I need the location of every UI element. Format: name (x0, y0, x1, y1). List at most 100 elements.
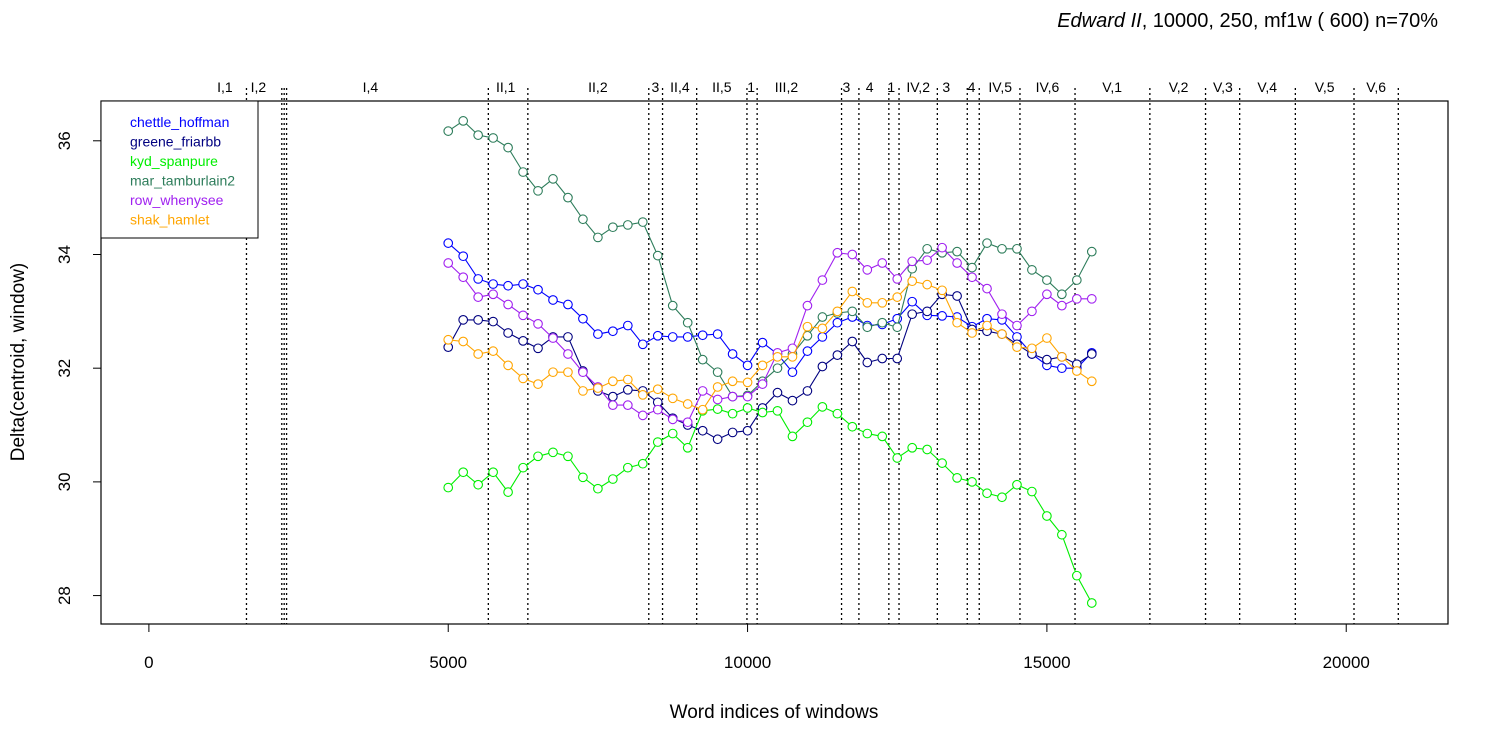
data-point (443, 258, 454, 268)
data-point (892, 274, 903, 284)
scene-label: IV,2 (906, 79, 930, 95)
scene-label: 1 (887, 79, 895, 95)
data-point (533, 185, 543, 196)
x-tick-label: 20000 (1323, 653, 1370, 672)
data-point (682, 399, 693, 409)
series-row-whenysee (443, 242, 1097, 428)
data-point (667, 393, 678, 404)
data-point (922, 306, 933, 317)
scene-label: II,4 (670, 79, 690, 95)
data-point (637, 410, 648, 421)
y-tick-label: 34 (55, 245, 74, 264)
data-point (997, 243, 1007, 254)
data-point (488, 289, 498, 300)
data-point (667, 428, 678, 439)
data-point (982, 488, 992, 499)
y-axis: 28 30 32 34 36 (55, 131, 102, 605)
series-layer (443, 116, 1097, 608)
data-point (488, 467, 498, 478)
scene-label: 3 (651, 79, 659, 95)
data-point (907, 309, 918, 320)
legend-entry: mar_tamburlain2 (130, 173, 235, 189)
chart-title-rest: , 10000, 250, mf1w ( 600) n=70% (1142, 10, 1439, 32)
data-point (802, 386, 813, 396)
legend-entry: greene_friarbb (130, 134, 221, 150)
data-point (742, 377, 753, 388)
data-point (608, 222, 618, 233)
data-point (682, 332, 693, 342)
data-point (578, 386, 588, 396)
series-shak-hamlet (443, 276, 1097, 415)
data-point (548, 174, 558, 184)
data-point (637, 458, 648, 469)
data-point (503, 280, 513, 291)
data-point (712, 434, 723, 445)
data-point (548, 333, 558, 343)
data-point (757, 379, 768, 389)
data-point (727, 427, 738, 438)
y-tick-label: 32 (55, 359, 74, 378)
data-point (772, 351, 783, 362)
data-point (952, 258, 962, 268)
data-point (458, 467, 469, 478)
scene-label: 1 (747, 79, 755, 95)
data-point (832, 306, 843, 317)
data-point (727, 391, 738, 402)
data-point (727, 349, 738, 359)
data-point (1071, 293, 1082, 304)
x-axis-label: Word indices of windows (670, 702, 879, 723)
scene-label: V,3 (1213, 79, 1233, 95)
data-point (622, 320, 633, 331)
data-point (922, 279, 933, 290)
data-point (802, 321, 813, 332)
scene-label: II,2 (588, 79, 608, 95)
data-point (862, 357, 873, 368)
y-tick-label: 36 (55, 131, 74, 150)
data-point (473, 479, 484, 490)
data-point (1057, 289, 1067, 300)
data-point (682, 442, 693, 453)
data-point (832, 317, 843, 328)
data-point (967, 272, 977, 283)
data-point (622, 400, 633, 410)
data-point (997, 329, 1007, 339)
data-point (608, 400, 618, 410)
data-point (458, 116, 469, 126)
data-point (652, 250, 663, 261)
data-point (503, 142, 513, 153)
data-point (473, 292, 484, 302)
data-point (952, 246, 962, 257)
y-tick-label: 30 (55, 472, 74, 491)
data-point (458, 251, 469, 262)
data-point (847, 421, 858, 432)
series-line (447, 246, 1092, 423)
legend-entry: chettle_hoffman (130, 114, 229, 130)
series-mar-tamburlain2 (443, 116, 1097, 402)
data-point (518, 336, 528, 346)
data-point (922, 444, 933, 455)
data-point (757, 407, 768, 418)
data-point (907, 296, 918, 307)
data-point (892, 292, 903, 302)
data-point (697, 386, 708, 396)
data-point (1012, 320, 1022, 331)
data-point (578, 214, 588, 225)
data-point (862, 264, 873, 275)
data-point (533, 451, 543, 462)
data-point (727, 408, 738, 419)
data-point (817, 312, 828, 322)
data-point (802, 417, 813, 428)
data-point (443, 334, 454, 345)
data-point (742, 403, 753, 413)
data-point (1086, 349, 1097, 359)
data-point (712, 394, 723, 405)
data-point (473, 315, 484, 325)
data-point (892, 322, 903, 333)
series-line (447, 293, 1093, 440)
data-point (922, 255, 933, 266)
data-point (1086, 376, 1097, 387)
scene-label: V,2 (1169, 79, 1189, 95)
data-point (667, 332, 678, 342)
data-point (1042, 275, 1052, 285)
chart-title-italic: Edward II (1057, 10, 1142, 32)
